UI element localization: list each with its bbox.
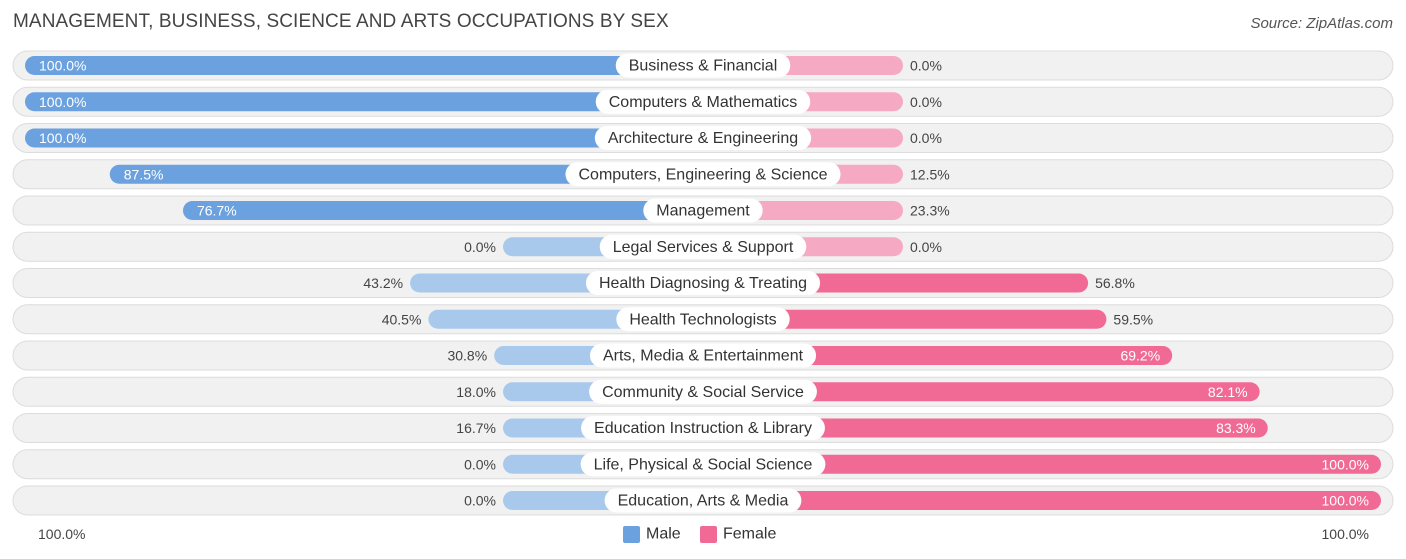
female-value-label: 69.2% (1120, 348, 1160, 364)
category-label: Health Diagnosing & Treating (599, 275, 807, 292)
category-label-bg (589, 379, 817, 404)
category-label-bg (589, 343, 817, 368)
legend-male-label: Male (646, 526, 681, 543)
male-value-label: 16.7% (456, 420, 496, 436)
category-label-bg (643, 198, 763, 223)
category-label-bg (580, 452, 826, 477)
chart-title: MANAGEMENT, BUSINESS, SCIENCE AND ARTS O… (13, 11, 669, 32)
category-label: Education Instruction & Library (594, 420, 812, 437)
female-value-label: 23.3% (910, 203, 950, 219)
category-label-bg (604, 488, 802, 513)
female-value-label: 56.8% (1095, 275, 1135, 291)
female-bar (703, 309, 1107, 329)
female-bar (703, 491, 1381, 510)
category-label-bg (599, 234, 807, 259)
axis-right-label: 100.0% (1322, 526, 1369, 542)
category-label-bg (585, 271, 821, 295)
female-value-label: 100.0% (1322, 493, 1369, 509)
male-value-label: 100.0% (39, 130, 86, 146)
female-value-label: 82.1% (1208, 384, 1248, 400)
female-bar (703, 346, 1173, 365)
male-value-label: 87.5% (124, 166, 164, 182)
source-label: Source: ZipAtlas.com (1250, 15, 1393, 32)
category-label-bg (594, 126, 812, 150)
male-value-label: 0.0% (464, 239, 496, 255)
female-bar (703, 454, 1381, 474)
male-bar (25, 128, 703, 148)
category-label-bg (616, 307, 790, 332)
category-label-bg (615, 53, 791, 78)
legend-female-swatch (700, 526, 717, 543)
female-value-label: 0.0% (910, 239, 942, 255)
female-value-label: 0.0% (910, 130, 942, 146)
female-value-label: 100.0% (1322, 456, 1369, 472)
category-label: Community & Social Service (602, 384, 804, 401)
female-value-label: 12.5% (910, 166, 950, 182)
legend-male-swatch (623, 526, 640, 543)
male-value-label: 40.5% (382, 311, 422, 327)
category-label: Health Technologists (629, 311, 776, 328)
male-bar (25, 92, 703, 112)
category-label: Legal Services & Support (613, 239, 794, 256)
male-bar (182, 201, 703, 220)
male-value-label: 43.2% (363, 275, 403, 291)
male-value-label: 18.0% (456, 384, 496, 400)
female-bar (703, 418, 1268, 438)
category-label: Arts, Media & Entertainment (603, 348, 804, 365)
male-bar (109, 164, 703, 184)
category-label: Management (656, 203, 750, 220)
female-bar (703, 382, 1260, 402)
female-value-label: 0.0% (910, 94, 942, 110)
legend-female-label: Female (723, 526, 776, 543)
male-value-label: 100.0% (39, 94, 86, 110)
category-label: Architecture & Engineering (608, 130, 798, 147)
category-label: Computers, Engineering & Science (578, 166, 827, 183)
female-value-label: 59.5% (1113, 311, 1153, 327)
male-value-label: 30.8% (447, 348, 487, 364)
category-label-bg (581, 416, 825, 440)
category-label: Education, Arts & Media (618, 493, 789, 510)
male-value-label: 0.0% (464, 493, 496, 509)
male-value-label: 100.0% (39, 58, 86, 74)
male-value-label: 76.7% (197, 203, 237, 219)
category-label: Life, Physical & Social Science (594, 456, 813, 473)
axis-left-label: 100.0% (38, 526, 85, 542)
male-bar (25, 56, 703, 75)
female-value-label: 0.0% (910, 58, 942, 74)
category-label-bg (595, 89, 811, 114)
category-label: Business & Financial (629, 58, 778, 75)
female-value-label: 83.3% (1216, 420, 1256, 436)
category-label: Computers & Mathematics (609, 94, 798, 111)
category-label-bg (565, 162, 841, 187)
male-value-label: 0.0% (464, 456, 496, 472)
